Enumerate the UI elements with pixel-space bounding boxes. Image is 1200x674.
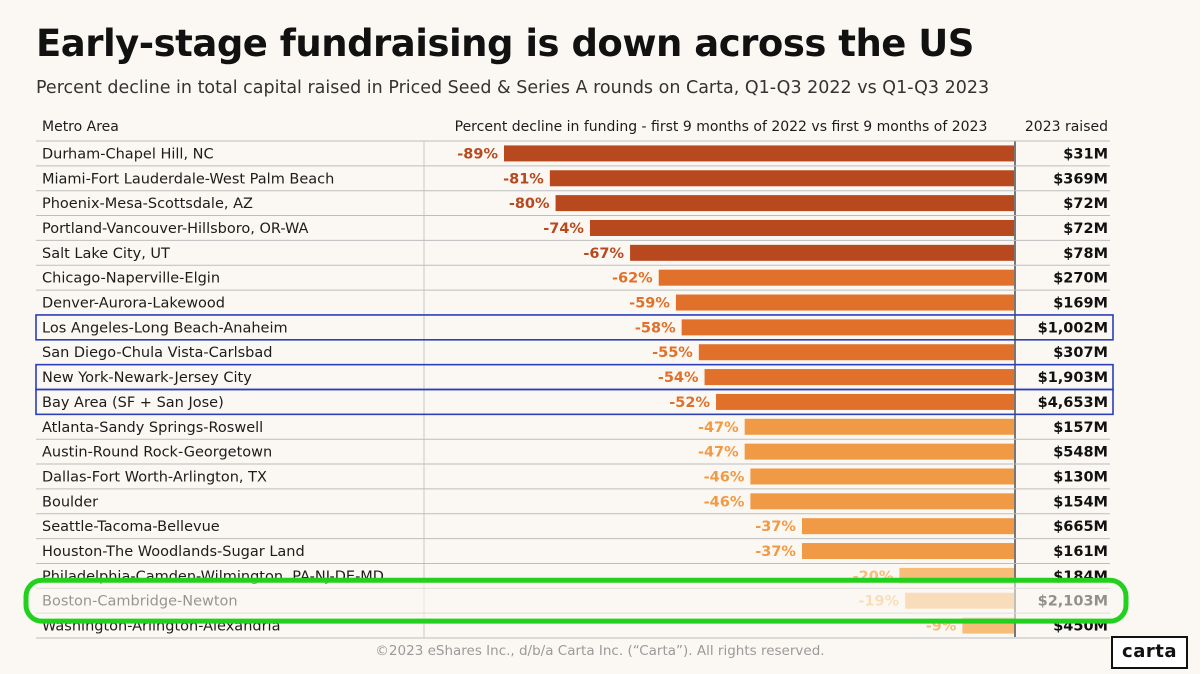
decline-label: -47% [698, 420, 739, 436]
metro-label: Dallas-Fort Worth-Arlington, TX [42, 469, 267, 485]
raised-value: $72M [1063, 221, 1108, 237]
raised-value: $31M [1063, 146, 1108, 162]
decline-label: -47% [698, 445, 739, 461]
decline-bar [750, 493, 1014, 510]
header-percent-decline: Percent decline in funding - first 9 mon… [455, 119, 988, 135]
decline-label: -59% [629, 296, 670, 312]
decline-label: -58% [635, 320, 676, 336]
decline-bar [704, 369, 1014, 386]
decline-bar [658, 269, 1014, 286]
metro-label: Phoenix-Mesa-Scottsdale, AZ [42, 196, 253, 212]
decline-bar [801, 518, 1014, 535]
copyright-footer: ©2023 eShares Inc., d/b/a Carta Inc. (“C… [375, 643, 825, 659]
decline-bar [589, 219, 1014, 236]
raised-value: $1,903M [1038, 370, 1108, 386]
raised-value: $665M [1053, 519, 1108, 535]
decline-bar [801, 543, 1014, 560]
decline-label: -37% [755, 519, 796, 535]
decline-bar [555, 195, 1014, 212]
decline-bar [744, 443, 1014, 460]
metro-label: Houston-The Woodlands-Sugar Land [42, 544, 305, 560]
metro-label: Portland-Vancouver-Hillsboro, OR-WA [42, 221, 309, 237]
raised-value: $130M [1053, 469, 1108, 485]
raised-value: $1,002M [1038, 320, 1108, 336]
header-2023-raised: 2023 raised [1025, 119, 1108, 135]
raised-value: $4,653M [1038, 395, 1108, 411]
highlight-box-green [23, 577, 1129, 624]
metro-label: Seattle-Tacoma-Bellevue [42, 519, 220, 535]
metro-label: Atlanta-Sandy Springs-Roswell [42, 420, 263, 436]
highlight-box-blue [35, 388, 1114, 416]
highlight-box-blue [35, 314, 1114, 341]
decline-label: -52% [669, 395, 710, 411]
raised-value: $307M [1053, 345, 1108, 361]
raised-value: $72M [1063, 196, 1108, 212]
decline-label: -62% [612, 271, 653, 287]
raised-value: $78M [1063, 246, 1108, 262]
metro-label: Durham-Chapel Hill, NC [42, 146, 214, 162]
decline-label: -67% [583, 246, 624, 262]
metro-label: New York-Newark-Jersey City [42, 370, 252, 386]
decline-label: -46% [704, 469, 745, 485]
decline-label: -46% [704, 494, 745, 510]
raised-value: $270M [1053, 271, 1108, 287]
metro-label: Chicago-Naperville-Elgin [42, 271, 220, 287]
chart-title: Early-stage fundraising is down across t… [36, 22, 974, 65]
decline-label: -81% [503, 171, 544, 187]
metro-label: Los Angeles-Long Beach-Anaheim [42, 320, 288, 336]
raised-value: $157M [1053, 420, 1108, 436]
decline-bar [549, 170, 1014, 187]
metro-label: Salt Lake City, UT [42, 246, 170, 262]
decline-label: -80% [509, 196, 550, 212]
decline-label: -89% [457, 146, 498, 162]
decline-label: -74% [543, 221, 584, 237]
raised-value: $154M [1053, 494, 1108, 510]
metro-label: Boulder [42, 494, 98, 510]
decline-bar [744, 418, 1014, 435]
metro-label: Denver-Aurora-Lakewood [42, 296, 225, 312]
carta-logo: carta [1111, 636, 1188, 669]
decline-bar [504, 145, 1014, 162]
raised-value: $369M [1053, 171, 1108, 187]
header-metro-area: Metro Area [42, 119, 119, 135]
decline-bar [698, 344, 1014, 361]
decline-bar [750, 468, 1014, 485]
raised-value: $161M [1053, 544, 1108, 560]
metro-label: San Diego-Chula Vista-Carlsbad [42, 345, 272, 361]
metro-label: Bay Area (SF + San Jose) [42, 395, 224, 411]
metro-label: Austin-Round Rock-Georgetown [42, 445, 272, 461]
decline-label: -55% [652, 345, 693, 361]
decline-bar [716, 393, 1014, 410]
decline-label: -37% [755, 544, 796, 560]
decline-label: -54% [658, 370, 699, 386]
decline-bar [675, 294, 1014, 311]
decline-bar [630, 244, 1014, 261]
metro-label: Miami-Fort Lauderdale-West Palm Beach [42, 171, 334, 187]
chart-subtitle: Percent decline in total capital raised … [36, 78, 990, 98]
raised-value: $169M [1053, 296, 1108, 312]
decline-bar [681, 319, 1014, 336]
raised-value: $548M [1053, 445, 1108, 461]
